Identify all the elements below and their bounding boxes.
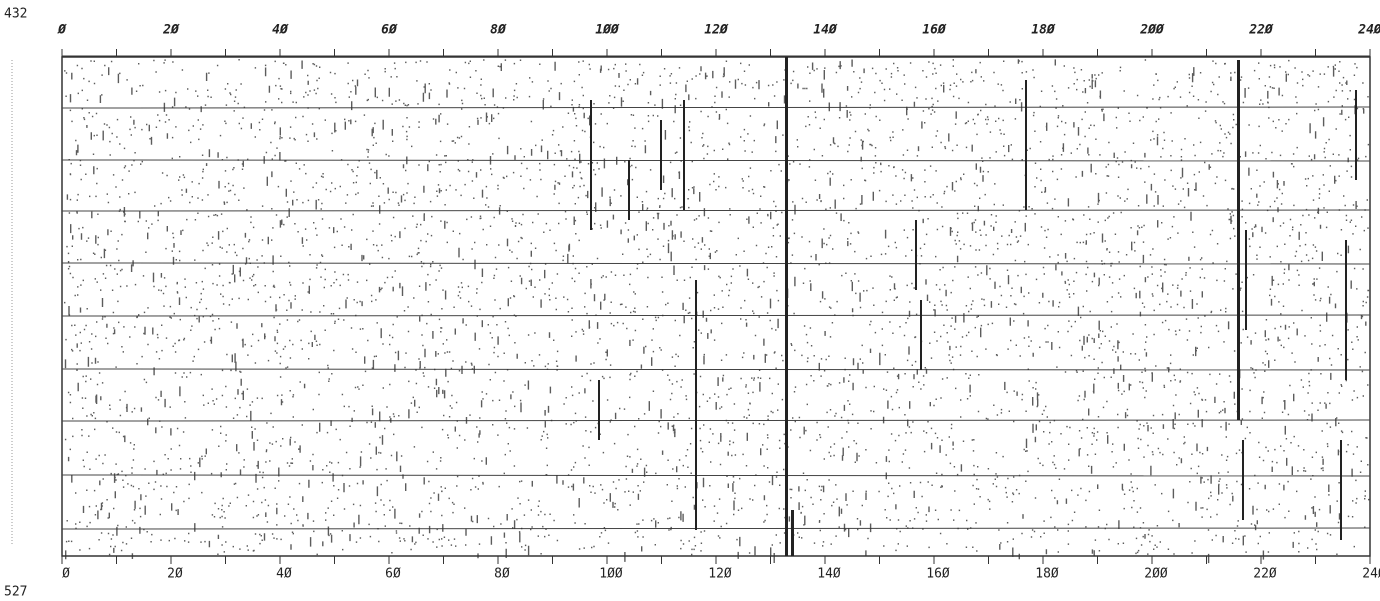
top-label: 4Ø — [272, 23, 289, 38]
bottom-label: 4Ø — [276, 567, 292, 582]
row-line — [61, 368, 1371, 371]
dot-texture — [64, 59, 1370, 564]
bottom-label: 1ØØ — [599, 567, 623, 582]
row-line — [61, 527, 1371, 530]
row-line — [61, 262, 1371, 265]
bottom-label: 14Ø — [817, 567, 841, 582]
bottom-label: 18Ø — [1035, 567, 1059, 582]
top-label: 24Ø — [1357, 23, 1380, 38]
bottom-label: Ø — [62, 567, 70, 582]
top-axis: Ø 2Ø 4Ø 6Ø 8Ø 1ØØ 12Ø 14Ø 16Ø 18Ø 2ØØ 22Ø 24Ø — [57, 23, 1380, 57]
row-line — [61, 419, 1371, 422]
plot-frame — [61, 56, 1371, 557]
top-label: 1ØØ — [595, 23, 620, 38]
bottom-label: 12Ø — [708, 567, 732, 582]
row-line — [61, 106, 1371, 109]
top-label: 12Ø — [704, 23, 729, 38]
bottom-label: 16Ø — [926, 567, 950, 582]
bottom-label: 2Ø — [167, 567, 183, 582]
bottom-number: 527 — [4, 585, 27, 600]
vertical-streaks — [590, 57, 1357, 556]
top-label: 8Ø — [490, 23, 507, 38]
row-line — [61, 159, 1371, 162]
bottom-label: 22Ø — [1253, 567, 1277, 582]
row-line — [61, 314, 1371, 317]
top-label: 14Ø — [813, 23, 838, 38]
top-label: 22Ø — [1248, 23, 1274, 38]
top-label: 6Ø — [381, 23, 398, 38]
row-line — [61, 209, 1371, 212]
bottom-label: 2ØØ — [1144, 567, 1168, 582]
top-label: 18Ø — [1031, 23, 1056, 38]
bottom-label: 8Ø — [494, 567, 510, 582]
bottom-axis: Ø 2Ø 4Ø 6Ø 8Ø 1ØØ 12Ø 14Ø 16Ø 18Ø 2ØØ 22Ø 24Ø — [61, 556, 1380, 582]
top-label: 16Ø — [922, 23, 947, 38]
top-number: 432 — [4, 7, 27, 22]
row-line — [61, 474, 1371, 477]
bottom-label: 24Ø — [1362, 567, 1380, 582]
top-label: 2ØØ — [1139, 23, 1165, 38]
top-label: 2Ø — [162, 23, 180, 38]
bottom-label: 6Ø — [385, 567, 401, 582]
top-label: Ø — [57, 23, 67, 38]
